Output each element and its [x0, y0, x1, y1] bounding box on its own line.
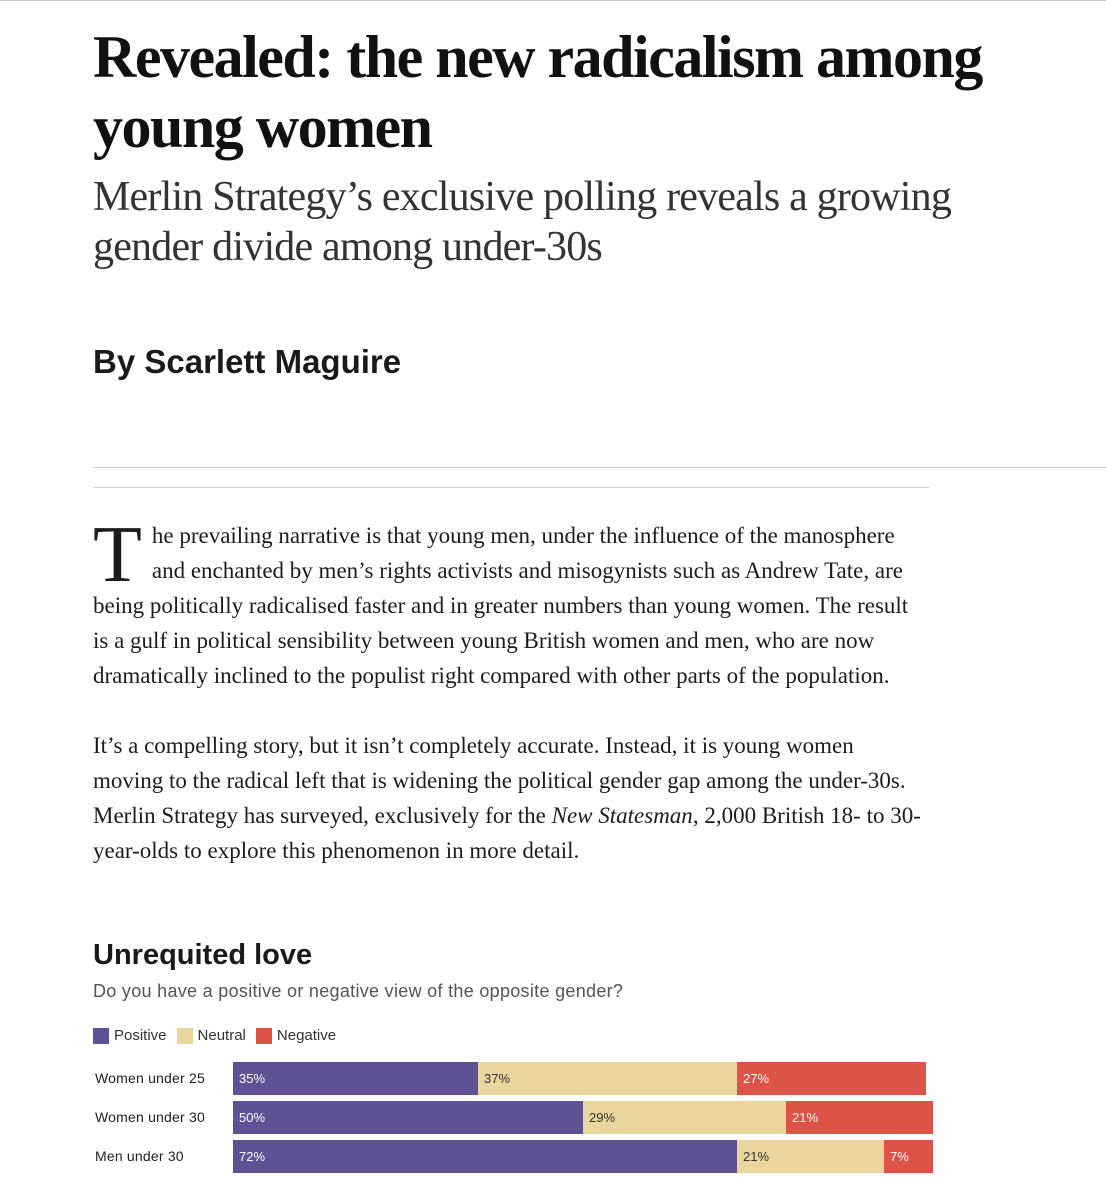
stacked-bar: 50% 29% 21% — [233, 1101, 933, 1134]
legend-label: Neutral — [197, 1027, 246, 1044]
stacked-bar-chart: Unrequited love Do you have a positive o… — [93, 935, 1093, 1173]
chart-row: Men under 30 72% 21% 7% — [93, 1140, 1093, 1173]
bar-segment-positive: 50% — [233, 1101, 583, 1134]
chart-row: Women under 25 35% 37% 27% — [93, 1062, 1093, 1095]
section-divider — [93, 487, 929, 488]
drop-cap: T — [93, 511, 142, 599]
chart-title: Unrequited love — [93, 939, 313, 971]
paragraph-2-text: It’s a compelling story, but it isn’t co… — [93, 733, 906, 828]
legend-swatch — [255, 1027, 272, 1044]
legend-label: Positive — [114, 1027, 167, 1044]
legend-swatch — [176, 1027, 193, 1044]
bar-segment-neutral: 29% — [583, 1101, 786, 1134]
category-label: Men under 30 — [95, 1148, 184, 1164]
top-divider — [0, 0, 1106, 1]
stacked-bar: 35% 37% 27% — [233, 1062, 926, 1095]
legend-item-neutral: Neutral — [176, 1027, 246, 1044]
chart-subtitle: Do you have a positive or negative view … — [93, 981, 624, 1001]
article-standfirst: Merlin Strategy’s exclusive polling reve… — [93, 174, 952, 270]
byline[interactable]: By Scarlett Maguire — [93, 343, 402, 380]
bar-segment-neutral: 37% — [478, 1062, 737, 1095]
legend-swatch — [93, 1027, 109, 1044]
bar-segment-negative: 7% — [884, 1140, 933, 1173]
stacked-bar: 72% 21% 7% — [233, 1140, 933, 1173]
bar-segment-positive: 72% — [233, 1140, 737, 1173]
legend-label: Negative — [276, 1027, 337, 1044]
bar-segment-negative: 21% — [786, 1101, 933, 1134]
paragraph-2: It’s a compelling story, but it isn’t co… — [93, 728, 929, 868]
bar-segment-negative: 27% — [737, 1062, 926, 1095]
bar-segment-positive: 35% — [233, 1062, 478, 1095]
chart-legend: Positive Neutral Negative — [93, 1027, 346, 1044]
category-label: Women under 30 — [95, 1109, 205, 1125]
paragraph-2-text-end: , 2,000 British 18- to 30-year-olds to e… — [93, 803, 921, 863]
legend-item-negative: Negative — [255, 1027, 337, 1044]
bar-segment-neutral: 21% — [737, 1140, 884, 1173]
section-divider — [93, 467, 1106, 468]
category-label: Women under 25 — [95, 1070, 205, 1086]
publication-name: New Statesman — [551, 803, 693, 828]
chart-row: Women under 30 50% 29% 21% — [93, 1101, 1093, 1134]
article-headline: Revealed: the new radicalism among young… — [93, 24, 983, 160]
paragraph-1-text: he prevailing narrative is that young me… — [93, 523, 909, 688]
legend-item-positive: Positive — [93, 1027, 167, 1044]
